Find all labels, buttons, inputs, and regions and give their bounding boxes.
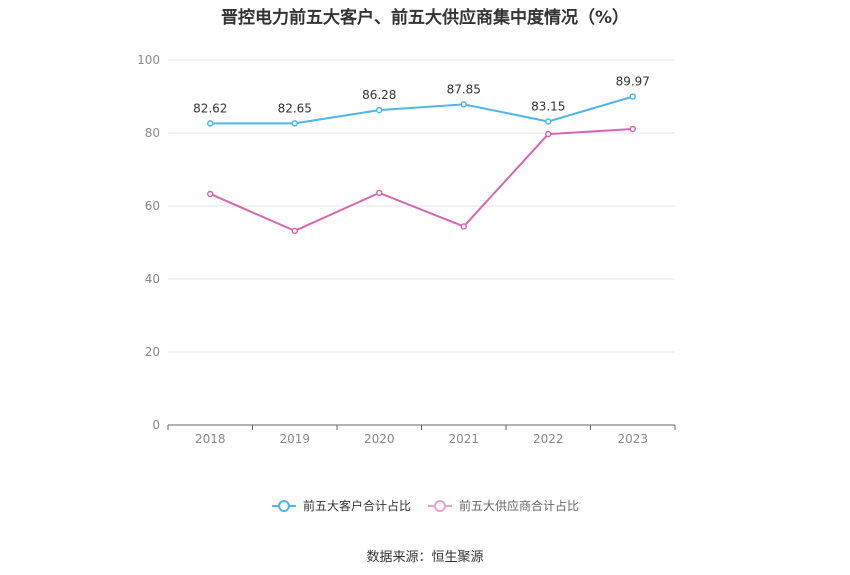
x-tick-label: 2021 xyxy=(448,432,479,446)
legend-marker-suppliers-icon xyxy=(428,499,452,512)
y-tick-label: 40 xyxy=(145,272,160,286)
x-tick-label: 2018 xyxy=(195,432,226,446)
chart-title: 晋控电力前五大客户、前五大供应商集中度情况（%） xyxy=(220,8,630,28)
data-point xyxy=(460,223,467,230)
data-label: 82.62 xyxy=(193,101,227,115)
data-label: 82.65 xyxy=(278,101,312,115)
data-point xyxy=(545,130,552,138)
data-point xyxy=(207,190,214,198)
y-tick-label: 80 xyxy=(145,126,160,140)
data-source: 数据来源：恒生聚源 xyxy=(366,550,484,565)
data-point xyxy=(545,118,552,125)
data-label: 87.85 xyxy=(447,82,481,96)
x-tick-label: 2020 xyxy=(364,432,395,446)
x-tick-label: 2019 xyxy=(279,432,310,446)
x-tick-label: 2022 xyxy=(533,432,564,446)
data-point xyxy=(291,227,298,235)
data-label: 83.15 xyxy=(531,100,565,114)
legend-item-suppliers[interactable]: 前五大供应商合计占比 xyxy=(427,497,579,514)
legend-label-customers: 前五大客户合计占比 xyxy=(302,499,411,513)
data-point xyxy=(376,189,383,197)
y-tick-label: 20 xyxy=(145,345,160,359)
data-point xyxy=(207,120,214,127)
data-label: 89.97 xyxy=(616,75,650,89)
y-tick-label: 100 xyxy=(137,53,160,67)
data-point xyxy=(291,120,298,127)
legend-item-customers[interactable]: 前五大客户合计占比 xyxy=(271,497,411,514)
y-tick-label: 60 xyxy=(145,199,160,213)
legend-label-suppliers: 前五大供应商合计占比 xyxy=(459,499,580,513)
data-label: 86.28 xyxy=(362,88,396,102)
data-point xyxy=(629,125,636,133)
series-line-customers xyxy=(210,95,634,125)
x-tick-label: 2023 xyxy=(617,432,648,446)
data-point xyxy=(376,106,383,114)
legend: 前五大客户合计占比 前五大供应商合计占比 xyxy=(0,497,850,514)
y-tick-label: 0 xyxy=(152,418,160,432)
series-line-suppliers xyxy=(209,127,633,232)
legend-marker-customers-icon xyxy=(271,499,296,512)
data-point xyxy=(629,93,636,100)
data-point xyxy=(460,101,467,108)
